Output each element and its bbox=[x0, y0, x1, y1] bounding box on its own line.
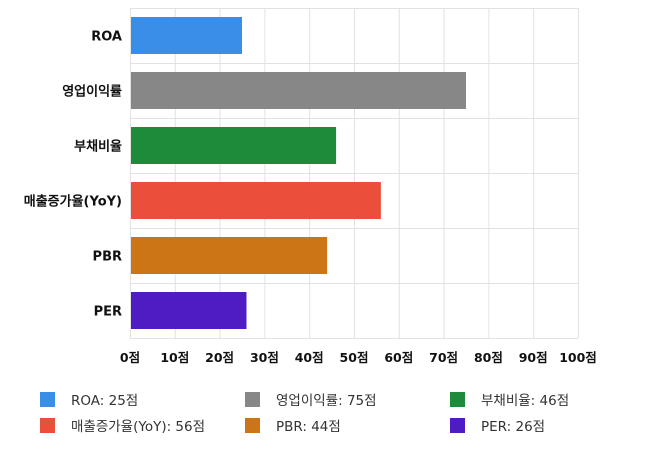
category-label: 부채비율 bbox=[74, 139, 122, 155]
bar bbox=[131, 17, 242, 54]
category-label: ROA bbox=[91, 30, 122, 45]
legend-item: 매출증가율(YoY): 56점 bbox=[40, 416, 245, 435]
bars bbox=[131, 17, 466, 329]
legend-label: 매출증가율(YoY): 56점 bbox=[71, 419, 206, 435]
category-label: 매출증가율(YoY) bbox=[24, 194, 122, 210]
legend-item: 영업이익률: 75점 bbox=[245, 390, 450, 409]
x-tick-label: 100점 bbox=[559, 350, 597, 365]
category-label: PBR bbox=[93, 250, 122, 265]
x-tick-label: 50점 bbox=[340, 350, 369, 365]
legend-label: 부채비율: 46점 bbox=[481, 393, 570, 409]
legend-label: PBR: 44점 bbox=[276, 419, 341, 435]
x-tick-label: 90점 bbox=[519, 350, 548, 365]
legend-swatch bbox=[245, 391, 260, 407]
bar bbox=[131, 182, 381, 219]
x-tick-label: 40점 bbox=[295, 350, 324, 365]
legend-item: ROA: 25점 bbox=[40, 390, 245, 409]
x-tick-label: 0점 bbox=[120, 350, 140, 365]
legend-item: PER: 26점 bbox=[450, 416, 640, 435]
legend-label: PER: 26점 bbox=[481, 419, 546, 435]
legend-swatch bbox=[245, 417, 260, 433]
x-tick-label: 70점 bbox=[429, 350, 458, 365]
x-tick-label: 80점 bbox=[474, 350, 503, 365]
x-axis-tick-labels: 0점 10점 20점 30점 40점 50점 60점 70점 80점 90점 100점 bbox=[120, 350, 597, 365]
legend-swatch bbox=[40, 391, 55, 407]
bar bbox=[131, 127, 337, 164]
category-label: PER bbox=[94, 305, 122, 320]
bar bbox=[131, 72, 466, 109]
legend-item: PBR: 44점 bbox=[245, 416, 450, 435]
legend-swatch bbox=[40, 417, 55, 433]
legend-label: ROA: 25점 bbox=[71, 393, 139, 409]
x-tick-label: 60점 bbox=[384, 350, 413, 365]
x-tick-label: 20점 bbox=[205, 350, 234, 365]
legend-swatch bbox=[450, 391, 465, 407]
legend-swatch bbox=[450, 417, 465, 433]
legend-label: 영업이익률: 75점 bbox=[276, 393, 377, 409]
legend-item: 부채비율: 46점 bbox=[450, 390, 640, 409]
x-tick-label: 10점 bbox=[160, 350, 189, 365]
category-label: 영업이익률 bbox=[62, 84, 122, 100]
x-tick-label: 30점 bbox=[250, 350, 279, 365]
bar bbox=[131, 292, 247, 329]
bar bbox=[131, 237, 328, 274]
grid bbox=[130, 8, 579, 339]
